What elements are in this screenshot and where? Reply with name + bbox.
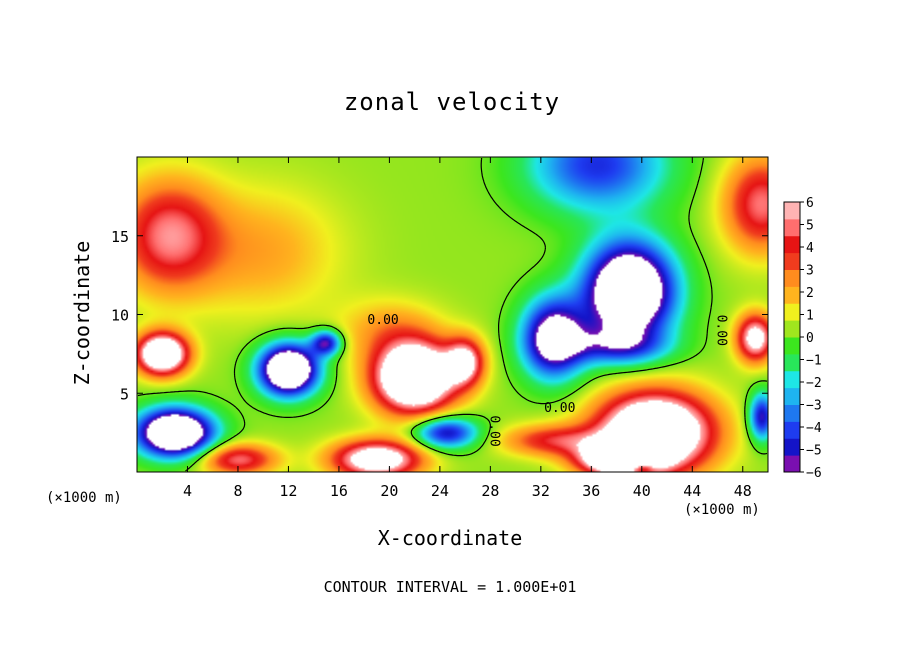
colorbar-tick-label: −6 [806, 466, 822, 481]
colorbar-swatch [784, 218, 800, 237]
colorbar-tick-label: 1 [806, 309, 814, 324]
colorbar-tick-label: −2 [806, 376, 822, 391]
x-tick-label: 20 [380, 482, 398, 500]
colorbar-swatch [784, 387, 800, 405]
colorbar-tick-label: 6 [806, 196, 814, 211]
x-tick-label: 16 [330, 482, 348, 500]
zero-contour-line [137, 157, 768, 472]
x-tick-label: 40 [633, 482, 651, 500]
heatmap-field [137, 157, 768, 472]
x-tick-label: 24 [431, 482, 449, 500]
colorbar-swatch [784, 421, 800, 439]
colorbar-swatch [784, 353, 800, 372]
colorbar-swatch [784, 286, 800, 304]
contour-label: 0.00 [714, 315, 729, 346]
contour-lines: 0.00 0.00 0.00 0.00 [137, 157, 768, 472]
y-tick-label: 10 [111, 307, 129, 325]
colorbar-swatch [784, 438, 800, 456]
colorbar-swatch [784, 404, 800, 422]
y-tick-label: 15 [111, 228, 129, 246]
chart-title: zonal velocity [343, 88, 561, 116]
colorbar-swatch [784, 370, 800, 389]
colorbar-swatch [784, 269, 800, 287]
x-tick-label: 8 [233, 482, 242, 500]
x-tick-label: 4 [183, 482, 192, 500]
colorbar-tick-label: 3 [806, 264, 814, 279]
x-tick-label: 28 [481, 482, 499, 500]
contour-label: 0.00 [367, 313, 398, 328]
colorbar-swatch [784, 303, 800, 321]
colorbar-swatch [784, 337, 800, 355]
colorbar-tick-label: −4 [806, 421, 822, 436]
x-tick-label: 48 [734, 482, 752, 500]
contour-label: 0.00 [544, 401, 575, 416]
x-axis-label: X-coordinate [377, 526, 523, 550]
x-axis: 4 8 12 16 20 24 28 32 36 40 44 48 [183, 157, 752, 500]
x-tick-label: 44 [683, 482, 701, 500]
y-axis-label: Z-coordinate [70, 240, 94, 386]
colorbar: 6 5 4 3 2 1 0 −1 −2 −3 −4 −5 −6 [783, 196, 822, 481]
x-unit-label-right: (×1000 m) [684, 502, 760, 518]
colorbar-tick-label: −3 [806, 399, 822, 414]
colorbar-tick-label: −1 [806, 354, 822, 369]
colorbar-swatch [784, 320, 800, 338]
colorbar-tick-label: 0 [806, 331, 814, 346]
contour-label: 0.00 [486, 415, 501, 446]
colorbar-tick-label: 4 [806, 241, 814, 256]
colorbar-swatch [784, 455, 800, 473]
x-tick-label: 32 [532, 482, 550, 500]
colorbar-swatch [784, 202, 800, 220]
x-tick-label: 36 [582, 482, 600, 500]
x-tick-label: 12 [279, 482, 297, 500]
colorbar-tick-label: 5 [806, 219, 814, 234]
colorbar-swatch [784, 252, 800, 270]
y-axis: 5 10 15 [111, 228, 768, 403]
colorbar-tick-label: −5 [806, 444, 822, 459]
y-tick-label: 5 [120, 385, 129, 403]
colorbar-tick-label: 2 [806, 286, 814, 301]
contour-interval-note: CONTOUR INTERVAL = 1.000E+01 [323, 578, 577, 596]
colorbar-swatch [784, 235, 800, 254]
x-unit-label-left: (×1000 m) [46, 490, 122, 506]
